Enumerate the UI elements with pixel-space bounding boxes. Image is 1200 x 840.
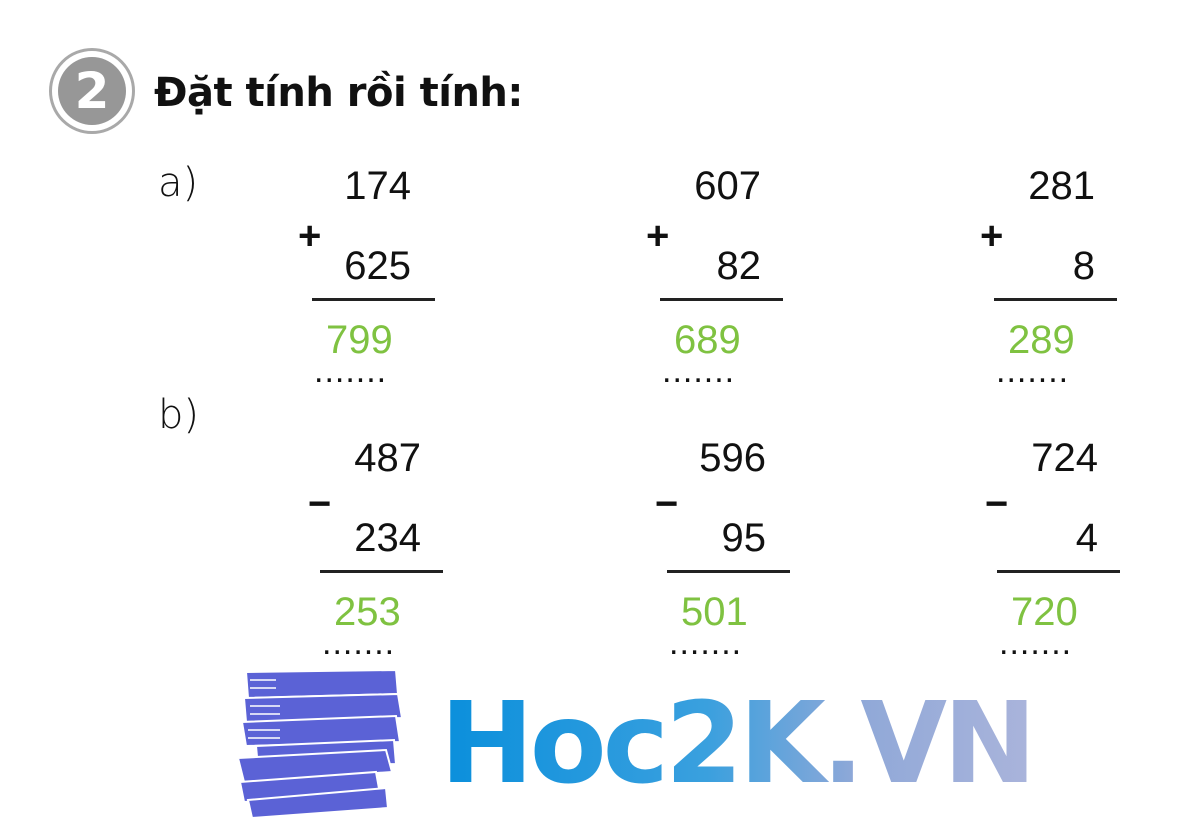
answer-dots: ....... [996,352,1070,390]
part-a-label: a) [158,160,199,206]
answer-value: 689 [674,318,741,362]
answer-value: 253 [334,590,401,634]
difference-line [667,570,790,573]
subtraction-problem-1: 487 − 234 253 ....... [308,432,445,660]
answer-field: 501 ....... [669,590,779,662]
answer-value: 289 [1008,318,1075,362]
addition-problem-3: 281 + 8 289 ....... [980,160,1119,388]
answer-dots: ....... [999,624,1073,662]
top-number: 281 [1028,164,1095,208]
exercise-number: 2 [58,57,126,125]
minus-sign: − [308,482,332,526]
answer-field: 289 ....... [996,318,1106,390]
top-number: 724 [1031,436,1098,480]
plus-sign: + [646,214,670,258]
answer-field: 720 ....... [999,590,1109,662]
plus-sign: + [298,214,322,258]
sum-line [660,298,783,301]
top-number: 174 [344,164,411,208]
top-number: 596 [699,436,766,480]
minus-sign: − [655,482,679,526]
subtraction-problem-2: 596 − 95 501 ....... [655,432,792,660]
answer-value: 720 [1011,590,1078,634]
answer-dots: ....... [322,624,396,662]
bottom-number: 234 [354,516,421,560]
minus-sign: − [985,482,1009,526]
addition-problem-1: 174 + 625 799 ....... [298,160,437,388]
bottom-number: 95 [721,516,767,560]
top-number: 487 [354,436,421,480]
answer-value: 799 [326,318,393,362]
answer-dots: ....... [662,352,736,390]
logo-text: Hoc2K.VN [440,679,1037,809]
subtraction-problem-3: 724 − 4 720 ....... [985,432,1122,660]
books-stack-icon [236,668,406,823]
addition-problem-2: 607 + 82 689 ....... [646,160,785,388]
top-number: 607 [694,164,761,208]
exercise-number-badge: 2 [49,48,135,134]
answer-value: 501 [681,590,748,634]
answer-dots: ....... [669,624,743,662]
answer-field: 253 ....... [322,590,432,662]
part-b-label: b) [158,392,199,438]
bottom-number: 8 [1072,244,1095,288]
bottom-number: 4 [1075,516,1098,560]
answer-dots: ....... [314,352,388,390]
difference-line [997,570,1120,573]
bottom-number: 82 [716,244,762,288]
sum-line [994,298,1117,301]
difference-line [320,570,443,573]
exercise-title: Đặt tính rồi tính: [154,70,523,116]
answer-field: 799 ....... [314,318,424,390]
answer-field: 689 ....... [662,318,772,390]
bottom-number: 625 [344,244,411,288]
sum-line [312,298,435,301]
plus-sign: + [980,214,1004,258]
